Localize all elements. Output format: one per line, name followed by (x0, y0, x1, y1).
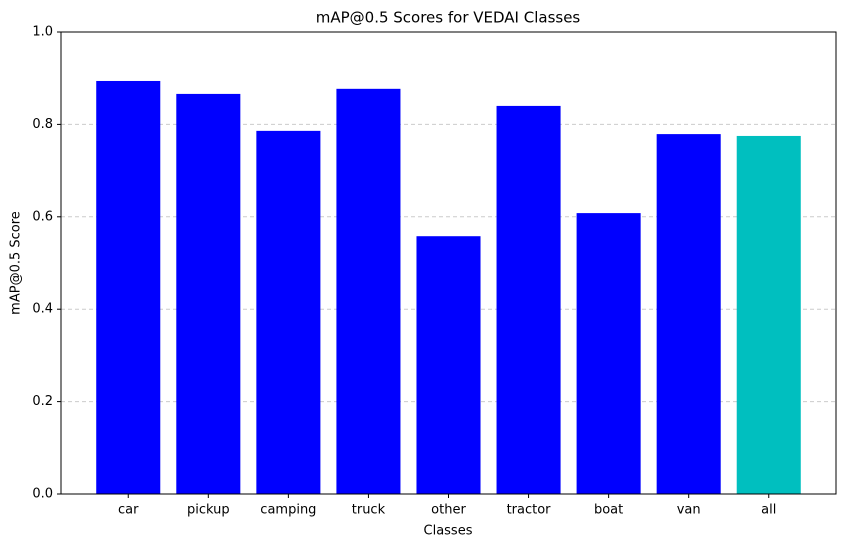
y-tick-label: 0.6 (32, 209, 53, 224)
bar (176, 93, 241, 495)
x-tick-label: camping (260, 503, 316, 518)
bar (336, 88, 401, 495)
y-tick-label: 0.0 (32, 487, 53, 502)
bar (496, 105, 561, 495)
y-tick-label: 1.0 (32, 25, 53, 40)
bar (576, 213, 641, 494)
x-axis-label: Classes (424, 524, 473, 539)
x-tick-label: other (431, 503, 466, 518)
y-tick-label: 0.8 (32, 117, 53, 132)
bar (256, 130, 321, 495)
y-tick-label: 0.4 (32, 302, 53, 317)
x-tick-label: car (118, 503, 139, 518)
bar (736, 135, 801, 494)
y-tick-label: 0.2 (32, 394, 53, 409)
x-tick-label: van (677, 503, 701, 518)
bar (416, 236, 481, 495)
x-tick-label: boat (594, 503, 623, 518)
x-tick-label: pickup (187, 503, 230, 518)
x-tick-label: truck (352, 503, 386, 518)
plot-frame (60, 31, 837, 495)
bar (656, 134, 721, 495)
bar (96, 80, 161, 495)
x-tick-label: tractor (507, 503, 552, 518)
chart-title: mAP@0.5 Scores for VEDAI Classes (316, 9, 581, 27)
x-tick-label: all (761, 503, 776, 518)
y-axis-label: mAP@0.5 Score (9, 211, 24, 315)
